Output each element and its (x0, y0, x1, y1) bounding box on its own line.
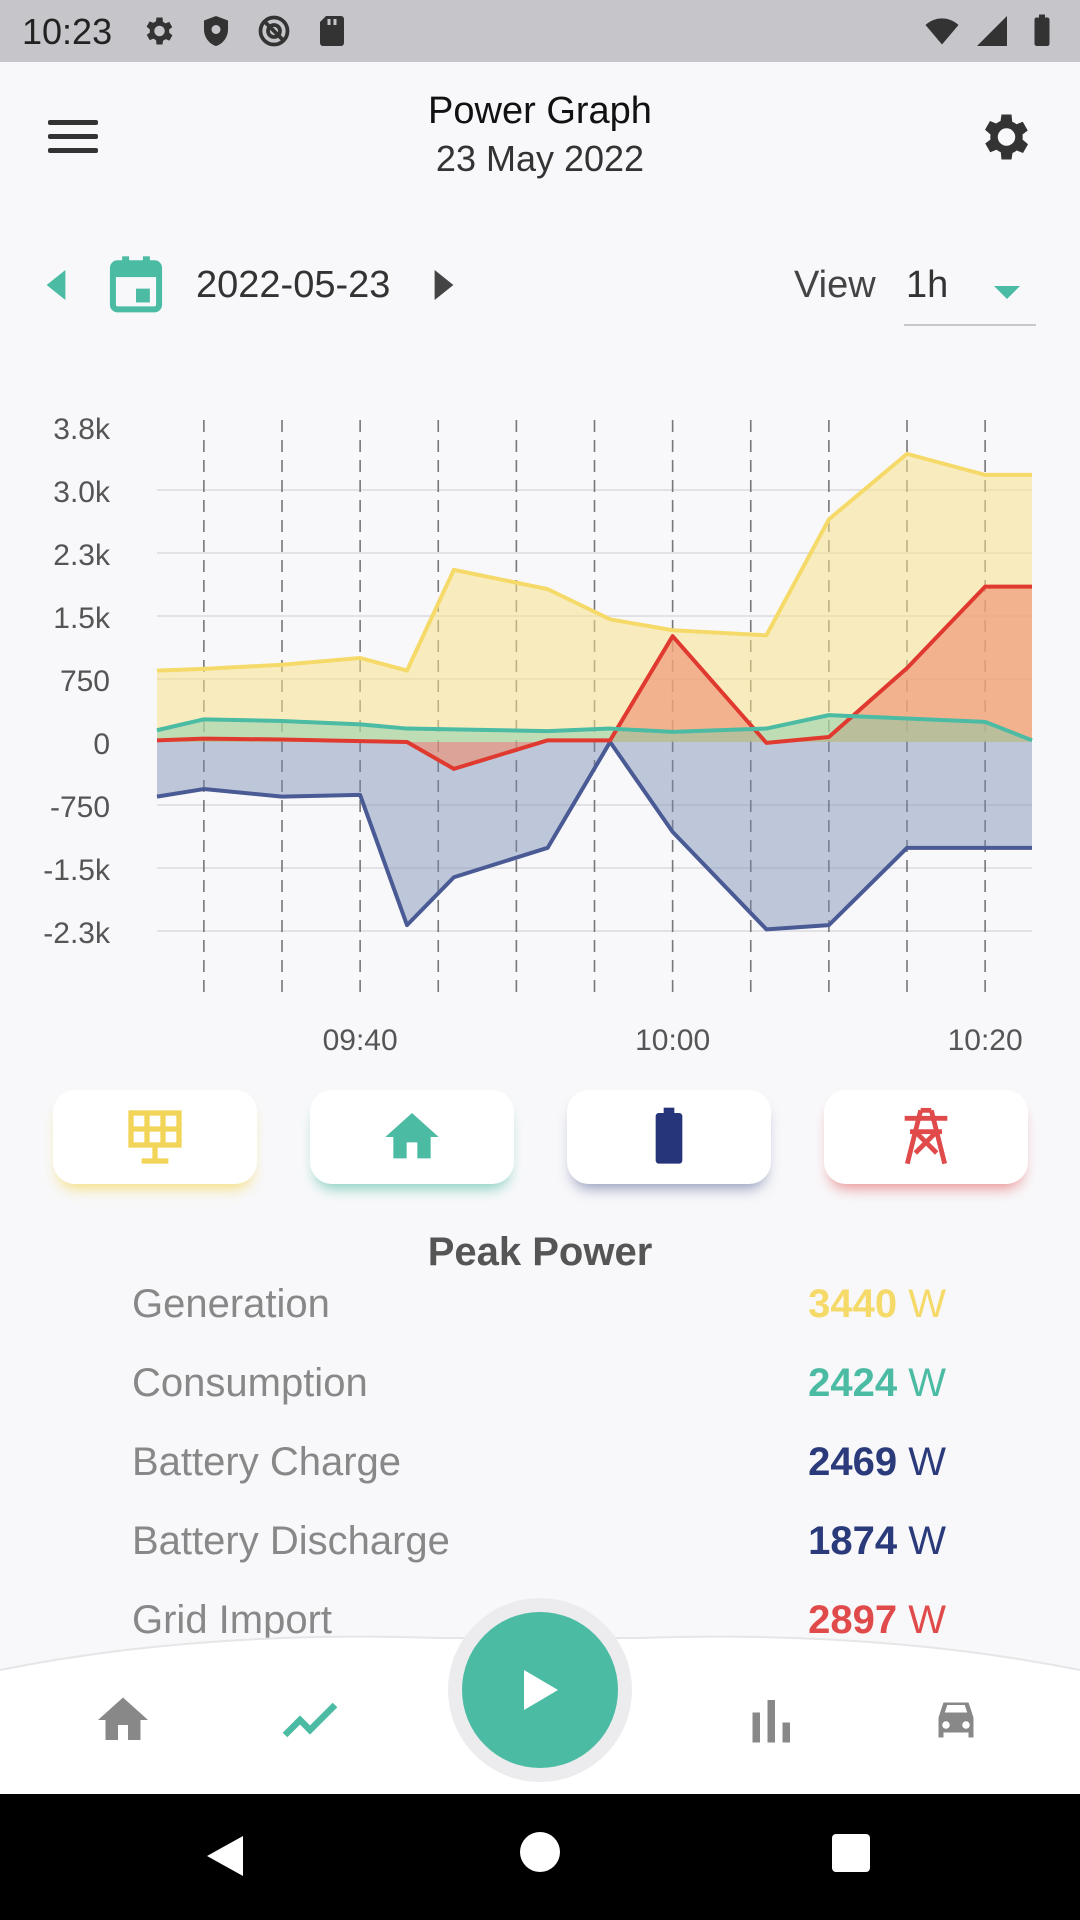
battery-toggle-button[interactable] (567, 1090, 771, 1184)
play-button[interactable] (462, 1612, 618, 1768)
grid-series-line (156, 584, 1032, 771)
peak-power-number: 2469 (808, 1440, 898, 1484)
next-day-button[interactable] (432, 270, 456, 300)
peak-power-unit: W (897, 1361, 946, 1405)
peak-power-label: Battery Discharge (132, 1519, 450, 1563)
peak-power-row: Grid Import 2897 W (132, 1598, 946, 1658)
grid-toggle-button[interactable] (824, 1090, 1028, 1184)
y-tick-label: -750 (50, 791, 110, 824)
nav-trend-line-icon[interactable] (280, 1690, 340, 1750)
at-sign-icon (258, 15, 290, 47)
peak-power-value: 2897 W (808, 1598, 946, 1643)
home-circle-icon[interactable] (520, 1832, 560, 1872)
previous-day-button[interactable] (44, 270, 68, 300)
peak-power-title: Peak Power (427, 1230, 653, 1274)
peak-power-label: Grid Import (132, 1598, 333, 1642)
battery-status-icon (1034, 14, 1050, 46)
peak-power-number: 3440 (808, 1282, 898, 1326)
peak-power-unit: W (897, 1440, 946, 1484)
generation-toggle-button[interactable] (53, 1090, 257, 1184)
x-tick-label: 10:20 (948, 1024, 1023, 1057)
solar-panel-icon (128, 1110, 182, 1164)
home-icon (385, 1113, 439, 1159)
system-navigation-bar (0, 1794, 1080, 1920)
y-tick-label: -2.3k (43, 917, 111, 950)
x-tick-label: 09:40 (323, 1024, 398, 1057)
peak-power-unit: W (897, 1598, 946, 1642)
settings-button[interactable] (974, 107, 1034, 167)
consumption-area (157, 715, 1032, 742)
y-tick-label: 750 (60, 665, 110, 698)
peak-power-number: 2897 (808, 1598, 898, 1642)
y-tick-label: 1.5k (53, 602, 111, 635)
consumption-toggle-button[interactable] (310, 1090, 514, 1184)
play-icon (524, 1670, 558, 1710)
peak-power-value: 2469 W (808, 1440, 946, 1485)
view-label: View (794, 264, 876, 306)
peak-power-number: 2424 (808, 1361, 898, 1405)
power-pylon-icon (904, 1107, 948, 1165)
back-icon[interactable] (205, 1834, 245, 1878)
generation-area (157, 453, 1032, 742)
view-select-value: 1h (906, 264, 949, 306)
y-tick-label: 2.3k (53, 539, 111, 572)
peak-power-row: Consumption 2424 W (132, 1361, 946, 1421)
peak-power-label: Consumption (132, 1361, 368, 1405)
gear-icon (146, 17, 173, 45)
chevron-down-icon (994, 286, 1020, 299)
shield-icon (204, 16, 228, 46)
power-chart[interactable]: 3.8k 3.0k 2.3k 1.5k 750 0 -750 -1.5k -2.3k 09:40 1… (0, 400, 1080, 1060)
signal-icon (977, 16, 1007, 46)
peak-power-unit: W (897, 1519, 946, 1563)
calendar-icon[interactable] (108, 254, 164, 314)
nav-home-icon[interactable] (93, 1690, 153, 1750)
peak-power-value: 2424 W (808, 1361, 946, 1406)
view-select[interactable]: 1h (904, 250, 1036, 326)
peak-power-label: Battery Charge (132, 1440, 402, 1484)
y-tick-label: 3.0k (53, 476, 111, 509)
series-toggle-bar (0, 1090, 1080, 1190)
page-title: Power Graph (428, 90, 652, 132)
status-bar: 10:23 (0, 0, 1080, 62)
battery-icon (655, 1107, 683, 1164)
recent-apps-icon[interactable] (832, 1834, 870, 1872)
peak-power-number: 1874 (808, 1519, 898, 1563)
status-time: 10:23 (22, 11, 113, 52)
menu-button[interactable] (40, 114, 100, 160)
consumption-series-line (156, 713, 1033, 743)
peak-power-label: Generation (132, 1282, 330, 1326)
page-subtitle: 23 May 2022 (435, 138, 645, 179)
battery-area (157, 742, 1032, 930)
selected-date[interactable]: 2022-05-23 (196, 264, 391, 306)
battery-series-line (156, 740, 1032, 932)
peak-power-row: Battery Discharge 1874 W (132, 1519, 946, 1579)
nav-bar-chart-icon[interactable] (740, 1690, 800, 1750)
date-navigation: 2022-05-23 View 1h (0, 240, 1080, 330)
app-header: Power Graph 23 May 2022 (0, 62, 1080, 212)
x-tick-label: 10:00 (635, 1024, 710, 1057)
peak-power-unit: W (897, 1282, 946, 1326)
peak-power-row: Battery Charge 2469 W (132, 1440, 946, 1500)
y-tick-label: 3.8k (53, 413, 111, 446)
y-tick-label: 0 (93, 728, 110, 761)
generation-series-line (156, 451, 1032, 673)
peak-power-row: Generation 3440 W (132, 1282, 946, 1342)
y-tick-label: -1.5k (43, 854, 111, 887)
wifi-icon (925, 18, 959, 45)
peak-power-value: 3440 W (808, 1282, 946, 1327)
nav-car-icon[interactable] (926, 1690, 986, 1750)
peak-power-value: 1874 W (808, 1519, 946, 1564)
sd-card-icon (320, 16, 344, 46)
